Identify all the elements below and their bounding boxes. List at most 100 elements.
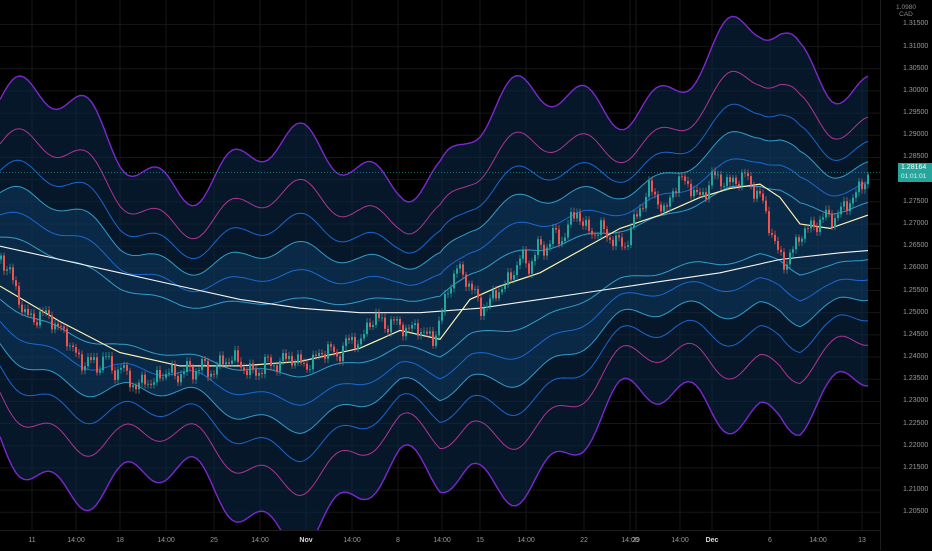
candle-body	[855, 192, 857, 198]
candle-body	[108, 356, 110, 357]
band-line	[0, 15, 869, 207]
candle-body	[660, 204, 662, 212]
candle-body	[63, 326, 65, 329]
band-fill-inner	[0, 131, 868, 434]
candle-body	[273, 365, 275, 367]
candle-body	[465, 274, 467, 287]
time-tick-label: 14:00	[621, 537, 639, 544]
candle-body	[156, 370, 158, 383]
time-axis[interactable]: 11 14:00 18 14:00 25 14:00 Nov 14:00 8 14:00 15 14:…	[0, 530, 880, 551]
candle-body	[663, 205, 665, 212]
candle-body	[648, 180, 650, 197]
time-tick-label: 22	[580, 537, 588, 544]
candle-body	[399, 319, 401, 325]
price-axis[interactable]: 1.0980 CAD 1.31500 1.31000 1.30500 1.30000 1…	[880, 0, 932, 550]
candle-body	[720, 174, 722, 187]
price-tick-label: 1.28500	[903, 153, 929, 161]
price-chart[interactable]	[0, 0, 880, 530]
time-tick-label: 11	[28, 537, 36, 544]
candle-body	[165, 373, 167, 378]
candle-body	[657, 194, 659, 205]
candle-body	[765, 200, 767, 212]
candle-body	[768, 211, 770, 234]
candle-body	[225, 362, 227, 365]
candle-body	[801, 238, 803, 242]
candle-body	[462, 264, 464, 275]
candle-body	[492, 290, 494, 299]
candle-body	[93, 357, 95, 360]
candle-body	[174, 364, 176, 376]
candle-body	[102, 356, 104, 371]
candle-body	[171, 364, 173, 373]
candle-body	[714, 171, 716, 176]
price-tick-label: 1.22500	[903, 419, 929, 427]
candle-body	[636, 214, 638, 217]
ma-slow-line	[0, 245, 869, 314]
candle-body	[288, 355, 290, 360]
candle-body	[261, 372, 263, 374]
candle-body	[840, 206, 842, 215]
candle-body	[6, 269, 8, 271]
candle-body	[243, 367, 245, 371]
candle-body	[528, 263, 530, 274]
candle-body	[789, 252, 791, 265]
candle-body	[414, 323, 416, 325]
candle-body	[741, 172, 743, 187]
candle-body	[510, 272, 512, 280]
candle-body	[825, 209, 827, 218]
time-tick-label: 14:00	[433, 537, 451, 544]
time-tick-label: 14:00	[809, 537, 827, 544]
candle-body	[822, 217, 824, 220]
currency-label: CAD	[899, 11, 913, 18]
price-tick-label: 1.26500	[903, 242, 929, 250]
candle-body	[609, 237, 611, 240]
candle-body	[576, 212, 578, 219]
ma-fast-line	[0, 183, 869, 367]
candle-body	[276, 365, 278, 372]
candle-body	[33, 313, 35, 323]
candle-body	[867, 174, 869, 185]
candle-body	[555, 227, 557, 230]
band-line	[0, 370, 869, 530]
candle-body	[258, 372, 260, 376]
candle-body	[726, 177, 728, 187]
candle-body	[594, 234, 596, 236]
candle-body	[675, 191, 677, 193]
candle-body	[681, 176, 683, 178]
candle-body	[771, 233, 773, 235]
candle-body	[186, 361, 188, 372]
candle-body	[363, 334, 365, 339]
candle-body	[453, 273, 455, 289]
candle-body	[60, 326, 62, 327]
candle-body	[702, 192, 704, 195]
candle-body	[735, 177, 737, 184]
candle-body	[549, 243, 551, 248]
candle-body	[72, 345, 74, 348]
candle-body	[495, 290, 497, 299]
candle-body	[48, 310, 50, 316]
candle-body	[738, 183, 740, 187]
candle-body	[231, 360, 233, 364]
candle-body	[519, 258, 521, 266]
candle-body	[525, 249, 527, 264]
candle-body	[117, 369, 119, 380]
candle-body	[252, 363, 254, 370]
candle-body	[267, 356, 269, 358]
candle-body	[564, 237, 566, 242]
candle-body	[762, 193, 764, 201]
candle-body	[810, 220, 812, 229]
candle-body	[255, 369, 257, 376]
candle-body	[345, 338, 347, 346]
time-tick-label: 14:00	[157, 537, 175, 544]
chart-canvas[interactable]	[0, 0, 880, 530]
bar-countdown: 01:01:01	[901, 173, 927, 181]
price-tick-label: 1.21500	[903, 463, 929, 471]
candle-body	[192, 366, 194, 380]
candle-body	[732, 177, 734, 183]
price-tick-label: 1.23000	[903, 397, 929, 405]
candle-body	[144, 374, 146, 385]
candle-body	[627, 245, 629, 247]
candle-body	[426, 331, 428, 334]
candle-body	[24, 308, 26, 313]
candle-body	[651, 180, 653, 192]
